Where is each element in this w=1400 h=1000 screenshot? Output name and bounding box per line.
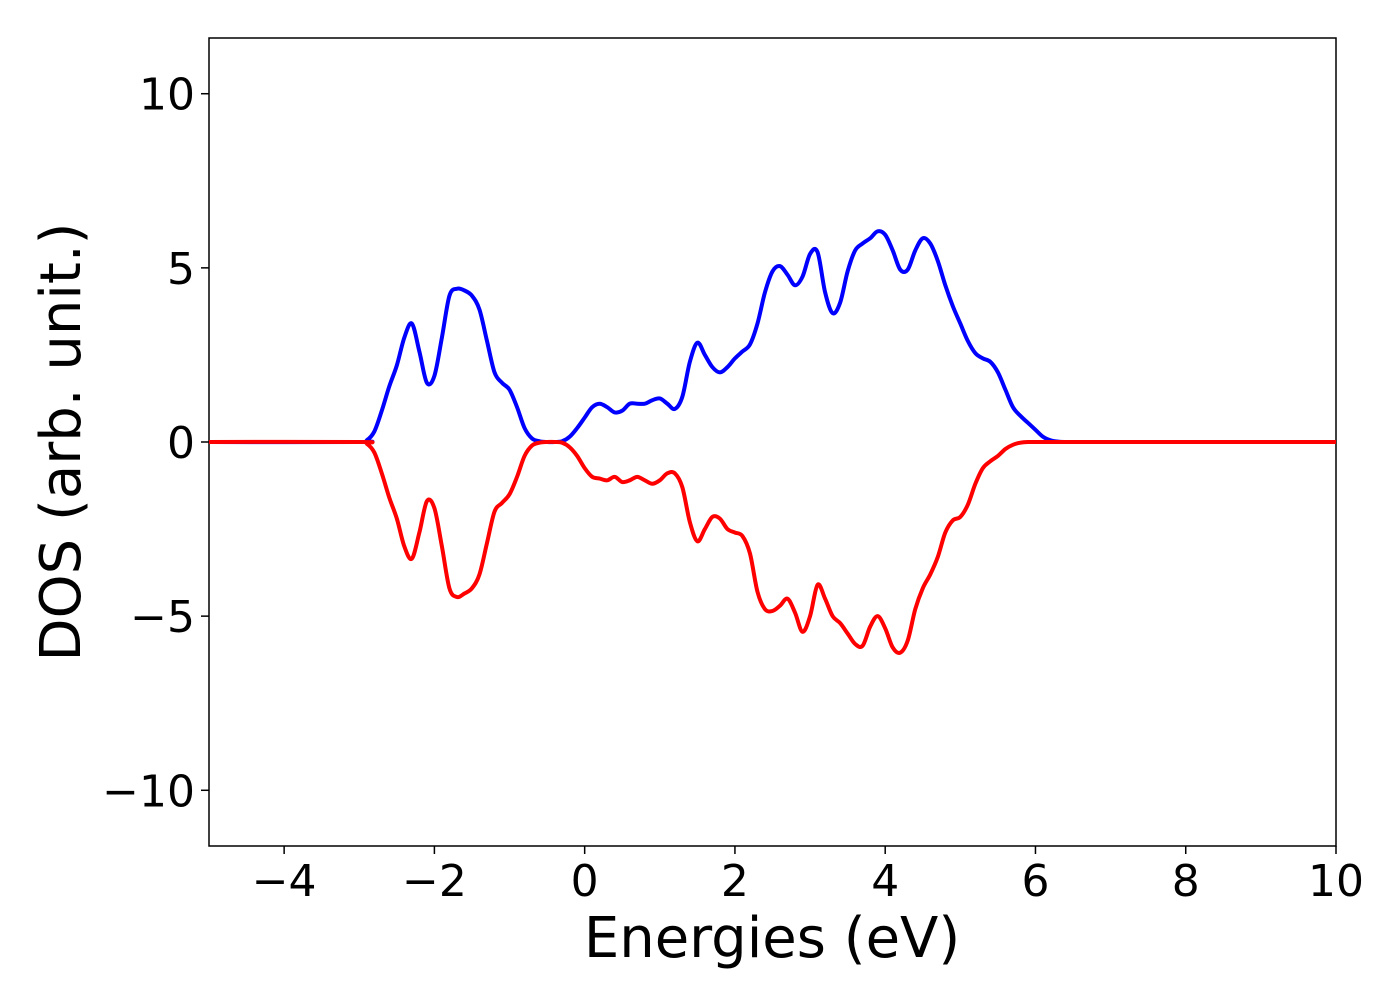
y-axis-title: DOS (arb. unit.) bbox=[29, 222, 94, 661]
x-ticks: −4 −2 0 2 4 6 8 10 bbox=[252, 846, 1364, 907]
y-tick-label: −5 bbox=[130, 592, 195, 643]
y-tick-label: 5 bbox=[167, 244, 195, 295]
x-tick-label: 0 bbox=[571, 856, 599, 907]
x-tick-label: 2 bbox=[721, 856, 749, 907]
series-layer bbox=[208, 229, 1336, 655]
y-tick-label: 10 bbox=[139, 70, 195, 121]
x-tick-label: 10 bbox=[1308, 856, 1364, 907]
series-line-red bbox=[208, 439, 1336, 655]
x-tick-label: −4 bbox=[252, 856, 317, 907]
x-tick-label: 6 bbox=[1021, 856, 1049, 907]
y-tick-label: −10 bbox=[102, 766, 195, 817]
y-tick-label: 0 bbox=[167, 418, 195, 469]
x-tick-label: −2 bbox=[402, 856, 467, 907]
x-tick-label: 8 bbox=[1172, 856, 1200, 907]
x-axis-title: Energies (eV) bbox=[584, 906, 960, 971]
x-tick-label: 4 bbox=[871, 856, 899, 907]
y-ticks: −10 −5 0 5 10 bbox=[102, 70, 209, 817]
